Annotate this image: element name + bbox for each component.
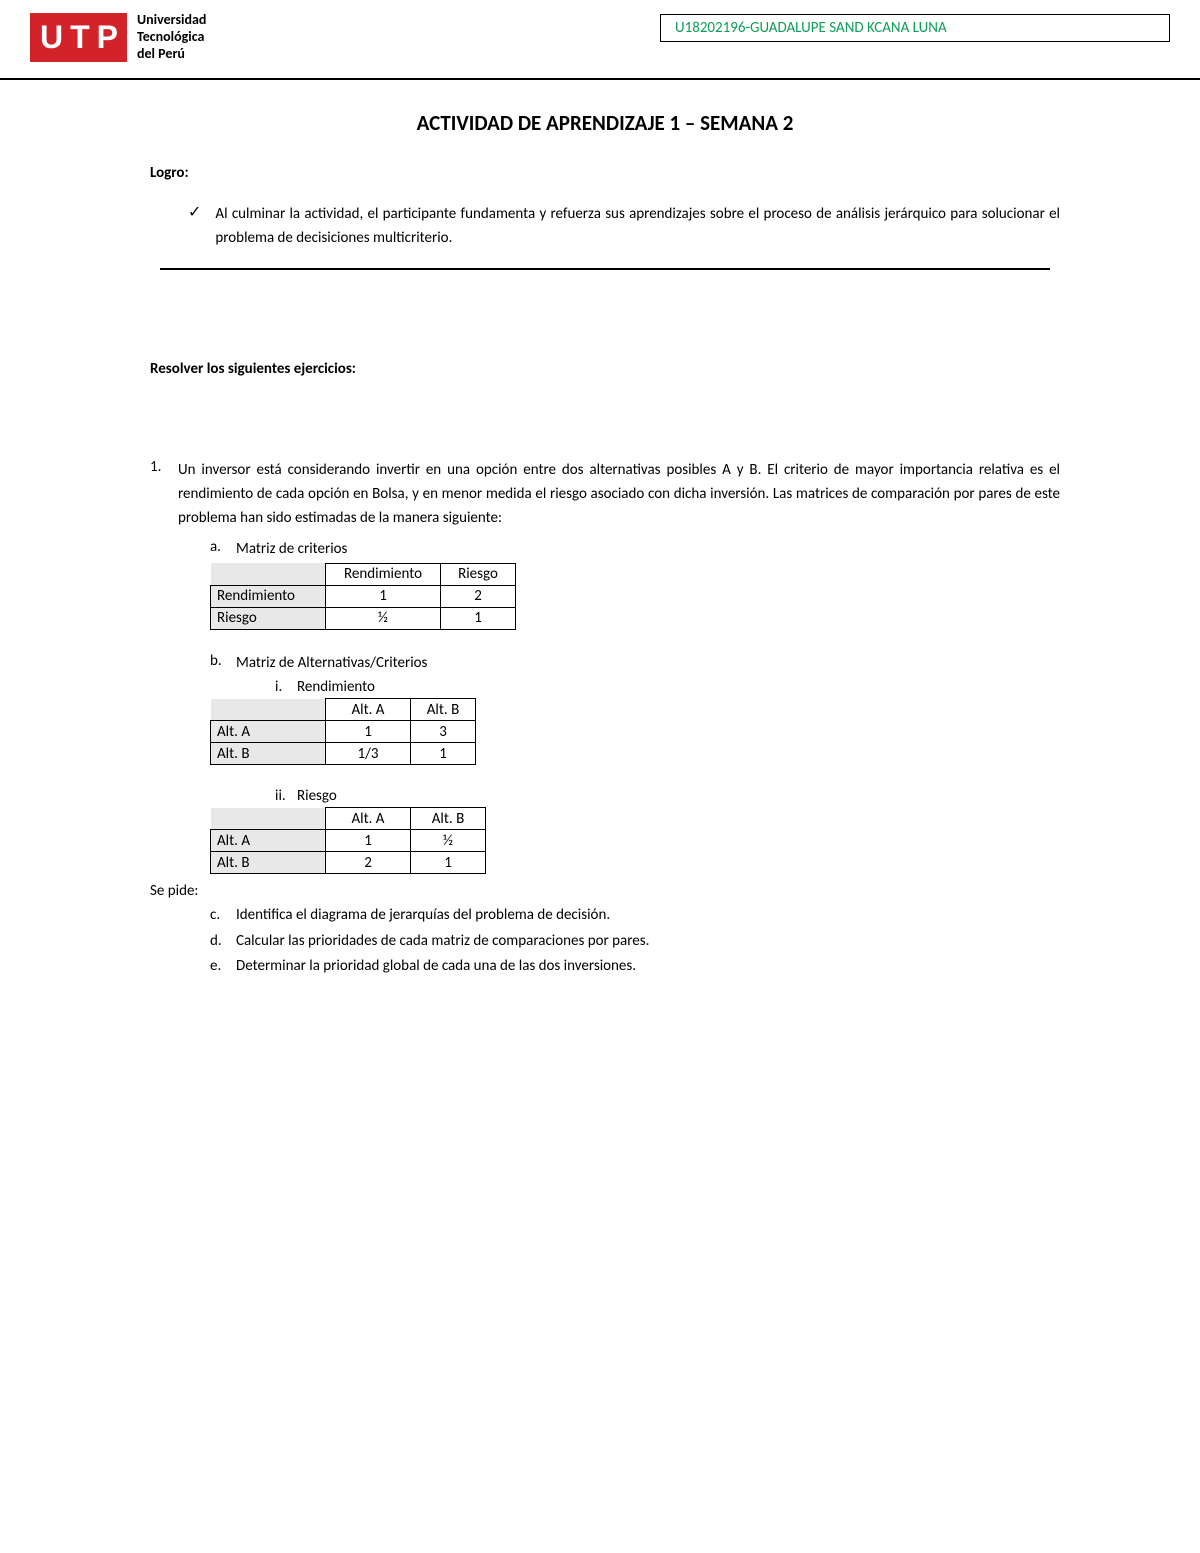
table-rowhead: Rendimiento: [211, 585, 326, 607]
table-cell: [211, 699, 326, 721]
check-icon: ✓: [188, 202, 201, 222]
item-e-letter: e.: [210, 955, 236, 978]
uni-line1: Universidad: [137, 12, 206, 29]
table-cell: ½: [411, 830, 486, 852]
table-cell: 1: [411, 743, 476, 765]
table-cell: ½: [326, 607, 441, 629]
university-name: Universidad Tecnológica del Perú: [137, 12, 206, 62]
item-d: d. Calcular las prioridades de cada matr…: [210, 930, 1060, 953]
document-header: U T P Universidad Tecnológica del Perú U…: [0, 0, 1200, 80]
table-header: Rendimiento: [326, 563, 441, 585]
table-cell: 1: [441, 607, 516, 629]
item-b-i-label: Rendimiento: [297, 678, 375, 696]
table-header: Riesgo: [441, 563, 516, 585]
exercise-number: 1.: [150, 458, 178, 476]
table-rowhead: Alt. B: [211, 852, 326, 874]
rendimiento-matrix-table: Alt. A Alt. B Alt. A 1 3 Alt. B 1/3 1: [210, 698, 476, 765]
table-rowhead: Alt. A: [211, 721, 326, 743]
item-d-letter: d.: [210, 930, 236, 953]
se-pide-label: Se pide:: [150, 882, 1060, 900]
table-cell: 2: [441, 585, 516, 607]
item-c-text: Identifica el diagrama de jerarquías del…: [236, 904, 610, 927]
logo-letter-t: T: [70, 19, 89, 56]
table-cell: 1/3: [326, 743, 411, 765]
item-a-label: Matriz de criterios: [236, 538, 347, 561]
logro-text: Al culminar la actividad, el participant…: [215, 202, 1060, 250]
item-b-ii-label: Riesgo: [297, 787, 337, 805]
item-b-i: i. Rendimiento: [275, 678, 1060, 696]
table-header: Alt. B: [411, 699, 476, 721]
resolver-heading: Resolver los siguientes ejercicios:: [150, 360, 1060, 378]
item-b-label: Matriz de Alternativas/Criterios: [236, 652, 427, 675]
exercise-1: 1. Un inversor está considerando inverti…: [150, 458, 1060, 530]
uni-line3: del Perú: [137, 46, 206, 63]
table-header: Alt. A: [326, 699, 411, 721]
item-b: b. Matriz de Alternativas/Criterios: [210, 652, 1060, 675]
table-cell: 2: [326, 852, 411, 874]
table-cell: 1: [326, 830, 411, 852]
item-e: e. Determinar la prioridad global de cad…: [210, 955, 1060, 978]
table-cell: 1: [326, 721, 411, 743]
logro-block: ✓ Al culminar la actividad, el participa…: [188, 202, 1060, 250]
item-e-text: Determinar la prioridad global de cada u…: [236, 955, 636, 978]
table-cell: 3: [411, 721, 476, 743]
table-cell: [211, 563, 326, 585]
table-header: Alt. A: [326, 808, 411, 830]
item-b-letter: b.: [210, 652, 236, 670]
criteria-matrix-table: Rendimiento Riesgo Rendimiento 1 2 Riesg…: [210, 563, 516, 630]
logo-letter-p: P: [97, 19, 117, 56]
table-rowhead: Alt. B: [211, 743, 326, 765]
logo-letter-u: U: [40, 19, 62, 56]
table-cell: [211, 808, 326, 830]
exercise-statement: Un inversor está considerando invertir e…: [178, 458, 1060, 530]
table-cell: 1: [411, 852, 486, 874]
document-content: ACTIVIDAD DE APRENDIZAJE 1 – SEMANA 2 Lo…: [0, 80, 1200, 1008]
utp-logo: U T P: [30, 13, 127, 62]
table-rowhead: Riesgo: [211, 607, 326, 629]
section-divider: [160, 268, 1050, 270]
item-b-ii: ii. Riesgo: [275, 787, 1060, 805]
uni-line2: Tecnológica: [137, 29, 206, 46]
item-a-letter: a.: [210, 538, 236, 556]
item-c: c. Identifica el diagrama de jerarquías …: [210, 904, 1060, 927]
item-d-text: Calcular las prioridades de cada matriz …: [236, 930, 649, 953]
student-info-box: U18202196-GUADALUPE SAND KCANA LUNA: [660, 14, 1170, 42]
table-rowhead: Alt. A: [211, 830, 326, 852]
table-header: Alt. B: [411, 808, 486, 830]
table-cell: 1: [326, 585, 441, 607]
item-b-i-letter: i.: [275, 678, 297, 696]
item-c-letter: c.: [210, 904, 236, 927]
page-title: ACTIVIDAD DE APRENDIZAJE 1 – SEMANA 2: [150, 110, 1060, 136]
item-a: a. Matriz de criterios: [210, 538, 1060, 561]
item-b-ii-letter: ii.: [275, 787, 297, 805]
logro-heading: Logro:: [150, 164, 1060, 182]
riesgo-matrix-table: Alt. A Alt. B Alt. A 1 ½ Alt. B 2 1: [210, 807, 486, 874]
